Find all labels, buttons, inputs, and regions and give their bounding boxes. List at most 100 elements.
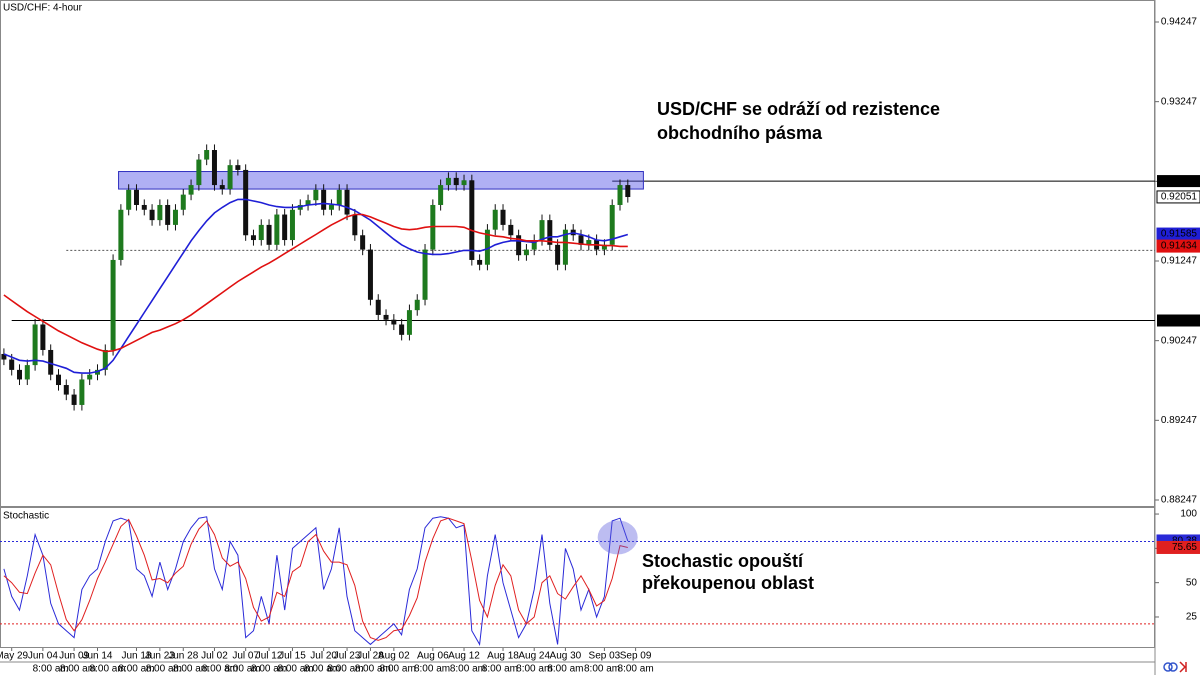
x-tick-label: Jun 09: [59, 651, 89, 662]
candle-body: [157, 204, 163, 221]
x-time-label: 8:00 am: [278, 664, 314, 675]
candle-body: [40, 324, 46, 350]
candle-body: [211, 150, 217, 186]
x-tick-label: Jul 28: [357, 651, 384, 662]
x-time-label: 8:00 am: [146, 664, 182, 675]
y-tick-label: 0.93247: [1161, 96, 1198, 107]
candle-body: [321, 189, 327, 210]
candle-body: [313, 189, 319, 201]
candle-body: [102, 349, 108, 370]
x-time-label: 8:00 am: [224, 664, 260, 675]
moving-average: [3, 198, 629, 374]
x-time-label: 8:00 am: [251, 664, 287, 675]
candle-body: [1, 353, 7, 360]
candle-body: [625, 185, 631, 198]
price-marker-box: [1156, 239, 1200, 253]
x-time-label: 8:00 am: [516, 664, 552, 675]
candle-body: [477, 259, 483, 265]
level-label-box: [1157, 314, 1200, 327]
y-tick-label: 100: [1180, 509, 1197, 520]
candle-body: [516, 235, 522, 256]
level-label-box: [1157, 175, 1200, 188]
x-tick-label: Sep 09: [620, 651, 652, 662]
x-tick-label: Jul 07: [232, 651, 259, 662]
footer-icons: [1163, 661, 1187, 673]
panel-title: USD/CHF: 4-hour: [3, 3, 83, 14]
level-label: 0.92250: [1161, 176, 1198, 187]
candle-body: [344, 189, 350, 215]
annotation: Stochastic opouští: [642, 551, 804, 571]
stochastic-line: [3, 516, 629, 646]
candle-body: [24, 365, 30, 380]
x-tick-label: Jun 28: [168, 651, 198, 662]
candle-body: [617, 185, 623, 205]
candle-body: [282, 214, 288, 241]
x-tick-label: Jul 20: [310, 651, 337, 662]
candle-body: [414, 299, 420, 311]
candle-body: [87, 374, 93, 380]
y-tick-label: 0.94247: [1161, 17, 1198, 28]
candle-body: [196, 159, 202, 186]
x-tick-label: Aug 02: [378, 651, 410, 662]
resistance-zone: [118, 171, 644, 190]
candle-body: [165, 204, 171, 225]
candle-body: [305, 200, 311, 205]
candle-body: [539, 220, 545, 241]
candle-body: [172, 209, 178, 225]
candle-body: [484, 229, 490, 265]
stochastic-panel-frame: [0, 507, 1155, 648]
price-marker-box: [1156, 540, 1200, 554]
candle-body: [188, 185, 194, 195]
candle-body: [63, 385, 69, 395]
candle-body: [578, 235, 584, 245]
candle-body: [562, 229, 568, 265]
price-marker-label: 0.91585: [1161, 229, 1198, 240]
x-tick-label: Aug 06: [417, 651, 449, 662]
annotation: obchodního pásma: [657, 123, 823, 143]
y-tick-label: 0.88247: [1161, 495, 1198, 506]
x-tick-label: Jun 14: [82, 651, 112, 662]
candle-body: [586, 240, 592, 245]
candle-body: [391, 319, 397, 325]
candle-body: [336, 189, 342, 205]
x-time-label: 8:00 am: [60, 664, 96, 675]
price-marker-label: 0.91434: [1161, 241, 1198, 252]
x-tick-label: Aug 30: [550, 651, 582, 662]
candle-body: [328, 204, 334, 210]
x-time-label: 8:00 am: [90, 664, 126, 675]
candle-body: [438, 185, 444, 205]
price-marker-box: [1156, 190, 1200, 204]
candle-body: [274, 214, 280, 245]
candle-body: [375, 299, 381, 315]
candle-body: [48, 349, 54, 375]
candle-body: [79, 379, 85, 405]
x-time-label: 8:00 am: [118, 664, 154, 675]
candle-body: [110, 259, 116, 350]
highlight-circle: [597, 520, 638, 555]
x-tick-label: May 29: [0, 651, 29, 662]
x-time-label: 8:00 am: [482, 664, 518, 675]
x-tick-label: Jun 18: [121, 651, 151, 662]
candle-body: [235, 165, 241, 170]
candle-body: [547, 220, 553, 245]
candle-body: [500, 209, 506, 225]
candle-body: [180, 194, 186, 210]
candle-body: [55, 374, 61, 386]
x-time-label: 8:00 am: [33, 664, 69, 675]
candle-body: [9, 359, 15, 370]
candle-body: [133, 189, 139, 205]
x-time-label: 8:00 am: [327, 664, 363, 675]
annotation: USD/CHF se odráží od rezistence: [657, 99, 940, 119]
candle-body: [141, 204, 147, 210]
candle-body: [32, 324, 38, 366]
candle-body: [266, 224, 272, 245]
y-tick-label: 25: [1186, 612, 1198, 623]
price-panel-frame: [0, 0, 1155, 507]
candle-body: [258, 224, 264, 241]
candle-body: [601, 244, 607, 250]
candle-body: [609, 204, 615, 245]
x-time-label: 8:00 am: [355, 664, 391, 675]
x-time-label: 8:00 am: [304, 664, 340, 675]
x-time-label: 8:00 am: [414, 664, 450, 675]
candle-body: [461, 180, 467, 186]
